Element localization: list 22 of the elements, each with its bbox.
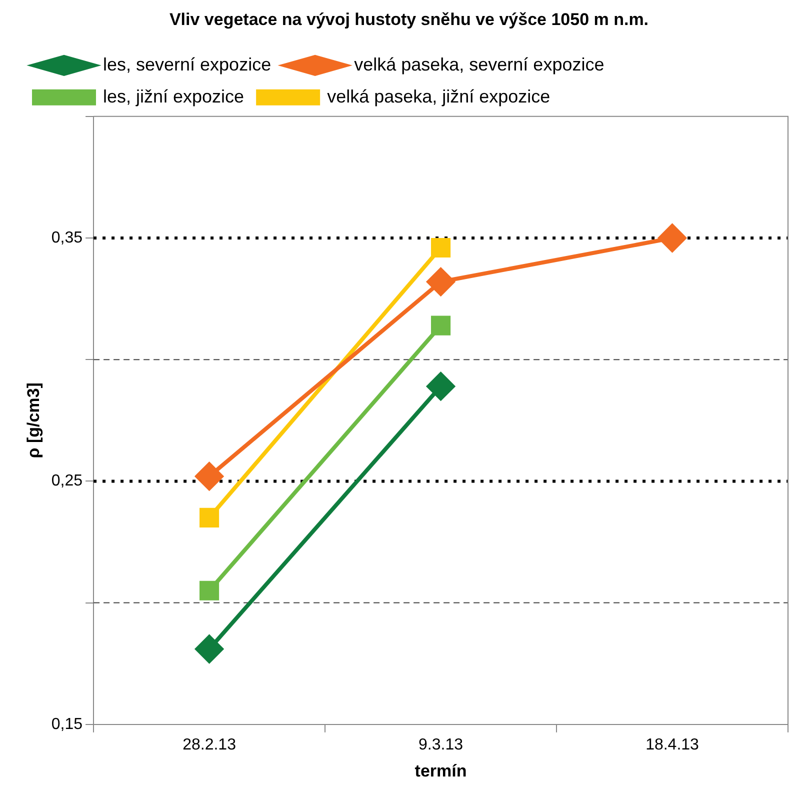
legend-label: velká paseka, jižní expozice: [327, 86, 550, 106]
x-tick-label: 28.2.13: [182, 736, 236, 754]
y-tick-label: 0,35: [51, 229, 83, 246]
point: [658, 224, 686, 252]
point: [195, 635, 224, 664]
point: [200, 580, 220, 600]
x-tick-label: 9.3.13: [418, 736, 464, 754]
legend-label: les, jižní expozice: [103, 86, 244, 106]
x-tick-label: 18.4.13: [646, 736, 700, 754]
y-tick-label: 0,15: [51, 716, 83, 733]
point: [195, 462, 224, 490]
chart-title: Vliv vegetace na vývoj hustoty sněhu ve výšce 1050 m n.m.: [169, 10, 649, 29]
point: [200, 508, 220, 528]
y-axis-title: ρ [g/cm3]: [24, 382, 43, 458]
legend-label: les, severní expozice: [103, 54, 272, 74]
legend-label: velká paseka, severní expozice: [354, 54, 604, 74]
point: [430, 316, 451, 336]
x-axis-title: termín: [414, 761, 467, 780]
point: [430, 238, 451, 258]
point: [426, 372, 455, 400]
y-tick-label: 0,25: [51, 472, 83, 490]
point: [426, 268, 455, 296]
